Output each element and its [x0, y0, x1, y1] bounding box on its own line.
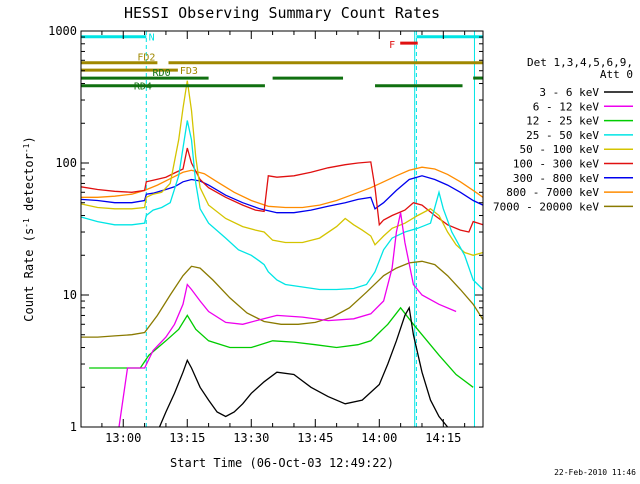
series-line-25-50-kev	[80, 120, 484, 291]
y-tick-label-100: 100	[55, 156, 77, 170]
night-boundaries	[145, 31, 475, 427]
y-axis-label-end: )	[22, 136, 36, 143]
x-tick-label-13-15: 13:15	[169, 431, 205, 445]
series-line-50-100-kev	[80, 80, 484, 256]
legend-label-12-25-kev: 12 - 25 keV	[526, 115, 599, 128]
x-tick-label-13-30: 13:30	[233, 431, 269, 445]
series-line-3-6-kev	[158, 305, 449, 428]
legend-label-25-50-kev: 25 - 50 keV	[526, 129, 599, 142]
chart-title: HESSI Observing Summary Count Rates	[124, 4, 440, 22]
y-tick-label-10: 10	[63, 288, 77, 302]
y-axis-label-main: Count Rate (s	[22, 228, 36, 322]
y-axis-label-exp2: -1	[22, 143, 31, 153]
x-tick-label-14-15: 14:15	[425, 431, 461, 445]
series-line-7000-20000-kev	[81, 260, 484, 338]
flag-label-n: N	[149, 33, 155, 44]
flag-label-f: F	[389, 40, 395, 51]
x-axis-label: Start Time (06-Oct-03 12:49:22)	[170, 456, 394, 470]
y-tick-label-1000: 1000	[48, 24, 77, 38]
y-axis-label: Count Rate (s-1 detector-1)	[22, 136, 37, 321]
legend-label-7000-20000-kev: 7000 - 20000 keV	[493, 200, 599, 213]
x-tick-label-13-00: 13:00	[105, 431, 141, 445]
axes: 13:00 13:15 13:30 13:45 14:00 14:15 1 10 100 1000	[48, 24, 483, 445]
legend-label-50-100-kev: 50 - 100 keV	[520, 143, 600, 156]
legend-label-6-12-kev: 6 - 12 keV	[533, 100, 600, 113]
x-tick-label-13-45: 13:45	[297, 431, 333, 445]
flag-label-fd3: FD3	[180, 66, 198, 77]
legend-label-100-300-kev: 100 - 300 keV	[513, 158, 599, 171]
legend-label-300-800-kev: 300 - 800 keV	[513, 172, 599, 185]
legend-title-line2: Att 0	[600, 68, 633, 81]
legend-label-3-6-kev: 3 - 6 keV	[539, 86, 599, 99]
flag-label-rd0: RD0	[153, 68, 171, 79]
series-line-300-800-kev	[80, 175, 484, 214]
footer-timestamp: 22-Feb-2010 11:46	[554, 468, 636, 477]
flag-label-fd2: FD2	[137, 53, 155, 64]
series-line-800-7000-kev	[81, 166, 484, 209]
series-line-12-25-kev	[89, 306, 474, 388]
series-line-100-300-kev	[80, 147, 484, 233]
series-group	[80, 80, 484, 428]
y-axis-label-mid: detector	[22, 153, 36, 218]
flag-label-rd4: RD4	[134, 82, 152, 93]
y-tick-label-1: 1	[70, 420, 77, 434]
legend-title-line1: Det 1,3,4,5,6,9,	[527, 56, 633, 69]
y-axis-label-exp1: -1	[22, 218, 31, 228]
series-line-6-12-kev	[118, 212, 457, 428]
legend-label-800-7000-kev: 800 - 7000 keV	[506, 186, 599, 199]
plot-frame	[80, 30, 484, 428]
x-tick-label-14-00: 14:00	[361, 431, 397, 445]
